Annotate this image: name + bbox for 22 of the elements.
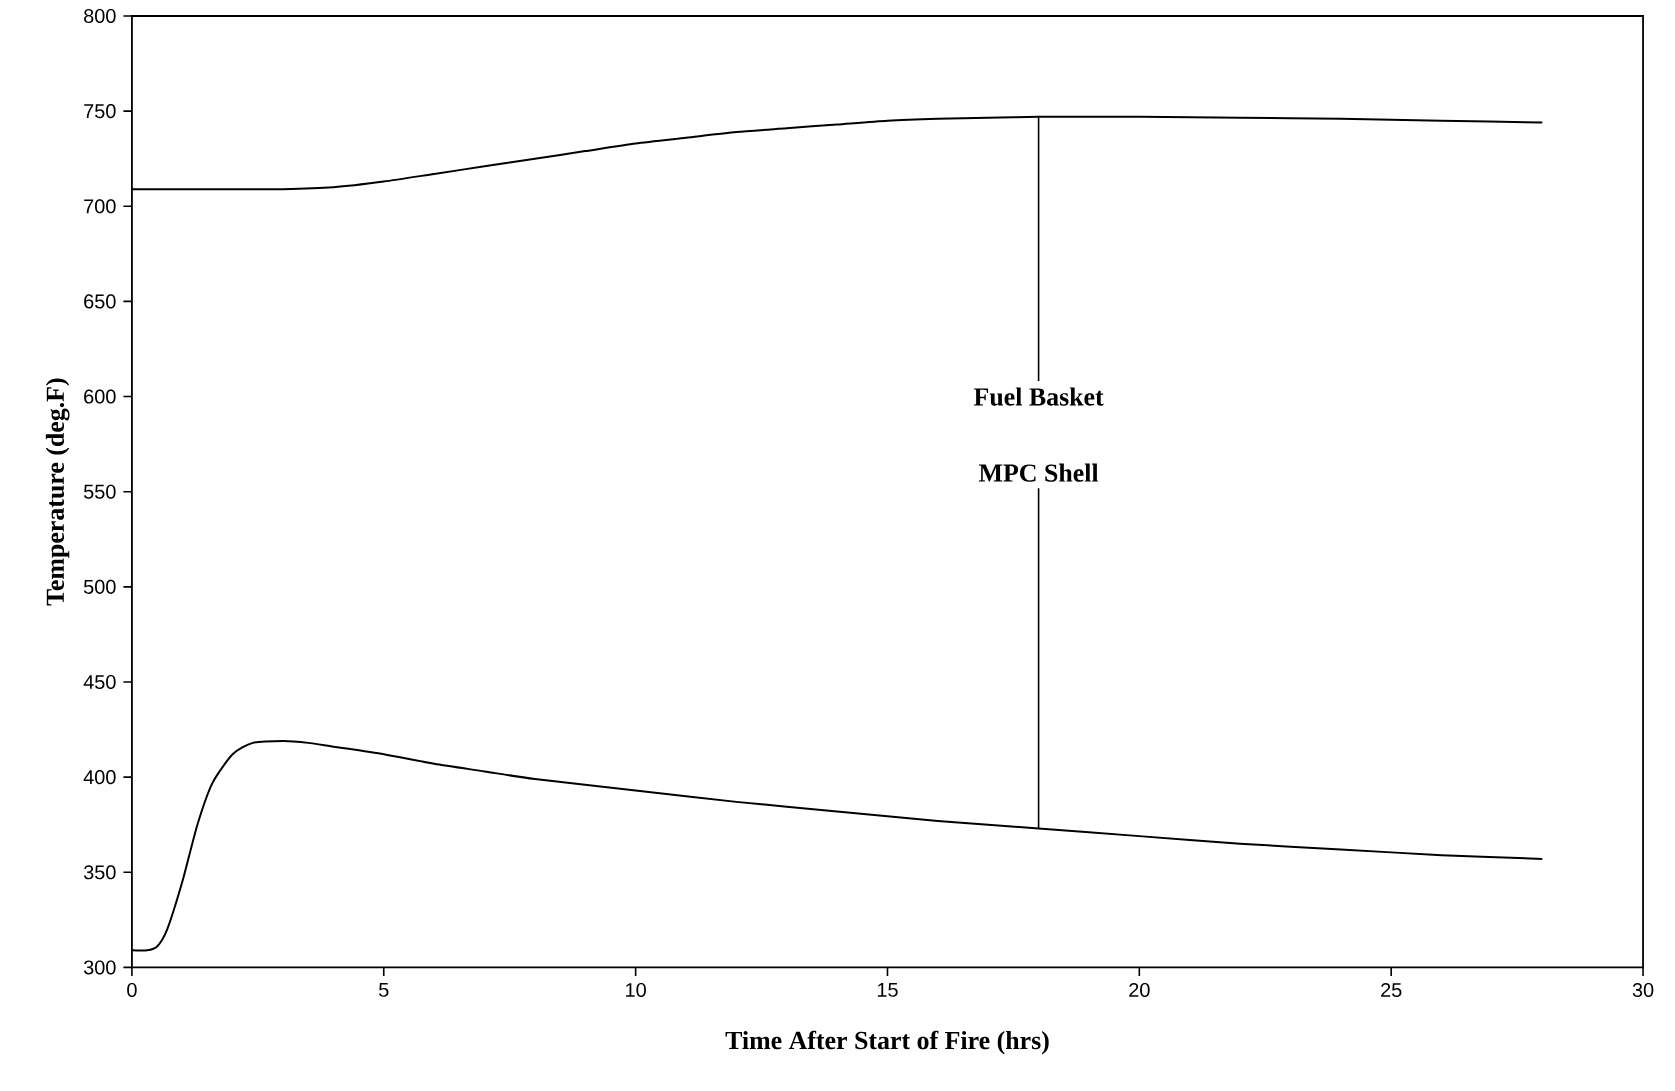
y-axis-title: Temperature (deg.F) xyxy=(45,378,70,606)
y-tick-label: 400 xyxy=(83,769,116,784)
x-tick-label: 0 xyxy=(127,982,137,997)
x-tick-label: 25 xyxy=(1381,982,1402,997)
y-tick-label: 750 xyxy=(84,103,116,118)
x-tick-label: 5 xyxy=(379,982,389,997)
y-tick-label: 300 xyxy=(83,960,116,975)
y-tick-label: 450 xyxy=(83,674,116,689)
x-tick-label: 15 xyxy=(877,982,898,997)
y-tick-label: 800 xyxy=(84,8,116,23)
y-tick-label: 500 xyxy=(83,579,116,594)
y-tick-label: 350 xyxy=(83,865,116,880)
x-tick-label: 20 xyxy=(1129,982,1150,997)
x-tick-label: 30 xyxy=(1632,982,1654,997)
y-tick-label: 550 xyxy=(83,484,116,499)
annotation: MPC Shell xyxy=(978,463,1099,482)
annotation: Fuel Basket xyxy=(973,387,1104,406)
y-tick-label: 650 xyxy=(84,294,116,309)
x-tick-label: 10 xyxy=(626,982,646,997)
y-tick-label: 700 xyxy=(84,199,116,214)
x-axis-title: Time After Start of Fire (hrs) xyxy=(725,1030,1049,1055)
y-tick-label: 600 xyxy=(84,389,116,404)
